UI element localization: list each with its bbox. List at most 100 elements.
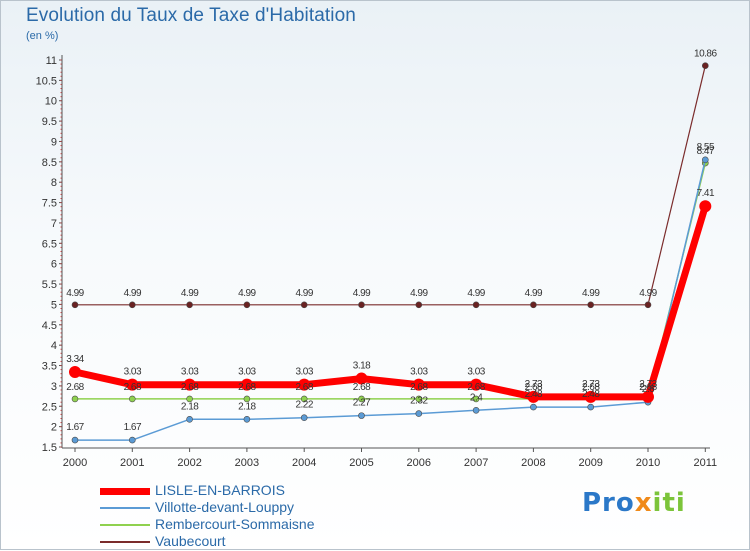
data-point: [186, 301, 193, 309]
data-point: [355, 372, 368, 385]
y-minor-tick: [60, 336, 62, 338]
y-minor-tick: [60, 344, 62, 346]
y-minor-tick: [60, 75, 62, 77]
y-minor-tick: [60, 71, 62, 73]
y-minor-tick: [60, 267, 62, 269]
y-tick-label: 8.5: [42, 157, 57, 169]
data-point: [300, 395, 308, 403]
data-label: 4.99: [124, 288, 142, 299]
data-point: [300, 301, 308, 309]
x-tick-label: 2002: [177, 457, 201, 469]
y-minor-tick: [60, 283, 62, 285]
y-minor-tick: [60, 181, 62, 183]
data-point: [186, 395, 193, 403]
y-minor-tick: [60, 352, 62, 354]
y-minor-tick: [60, 356, 62, 358]
data-label: 8.55: [697, 142, 715, 153]
data-point: [243, 395, 251, 403]
y-tick-label: 4.5: [42, 320, 57, 332]
y-minor-tick: [60, 206, 62, 208]
y-minor-tick: [60, 128, 62, 130]
y-minor-tick: [60, 161, 62, 163]
y-minor-tick: [60, 157, 62, 159]
data-label: 3.03: [410, 367, 428, 378]
y-minor-tick: [60, 67, 62, 69]
data-point: [584, 390, 597, 403]
data-label: 2.6: [642, 384, 655, 395]
y-minor-tick: [60, 373, 62, 375]
data-label: 2.73: [525, 379, 543, 390]
y-minor-tick: [60, 136, 62, 138]
y-minor-tick: [60, 238, 62, 240]
data-label: 3.34: [66, 354, 84, 365]
y-minor-tick: [60, 169, 62, 171]
y-minor-tick: [60, 255, 62, 257]
y-minor-tick: [60, 104, 62, 106]
data-point: [243, 301, 251, 309]
data-point: [472, 395, 480, 403]
y-minor-tick: [60, 303, 62, 305]
y-minor-tick: [60, 426, 62, 428]
data-label: 7.41: [697, 188, 715, 199]
y-minor-tick: [60, 132, 62, 134]
y-minor-tick: [60, 442, 62, 444]
legend-swatch: [100, 524, 150, 526]
data-label: 2.68: [410, 382, 428, 393]
y-minor-tick: [60, 88, 62, 90]
data-label: 8.47: [697, 146, 715, 157]
y-tick-label: 2: [51, 422, 57, 434]
data-label: 2.32: [410, 396, 428, 407]
data-label: 2.4: [470, 392, 483, 403]
data-label: 4.99: [582, 288, 600, 299]
data-point: [415, 410, 423, 417]
y-minor-tick: [60, 165, 62, 167]
x-tick-label: 2001: [120, 457, 144, 469]
y-minor-tick: [60, 430, 62, 432]
y-tick-label: 6.5: [42, 238, 57, 250]
y-tick-label: 5: [51, 299, 57, 311]
data-label: 4.99: [525, 288, 543, 299]
y-minor-tick: [60, 381, 62, 383]
x-tick-label: 2006: [407, 457, 431, 469]
y-tick-label: 1.5: [42, 442, 57, 454]
y-minor-tick: [60, 332, 62, 334]
y-tick-label: 10: [45, 96, 57, 108]
data-label: 3.03: [124, 367, 142, 378]
y-minor-tick: [60, 124, 62, 126]
data-point: [243, 415, 251, 423]
y-minor-tick: [60, 369, 62, 371]
legend-label: Vaubecourt: [155, 533, 226, 549]
data-label: 2.68: [525, 382, 543, 393]
data-label: 4.99: [181, 288, 199, 299]
data-point: [129, 395, 136, 403]
data-label: 3.18: [353, 361, 371, 372]
y-tick-label: 3: [51, 381, 57, 393]
data-label: 2.68: [238, 382, 256, 393]
y-minor-tick: [60, 59, 62, 61]
y-minor-tick: [60, 393, 62, 395]
data-point: [126, 378, 139, 391]
data-point: [642, 390, 654, 403]
y-minor-tick: [60, 275, 62, 277]
data-label: 3.03: [238, 367, 256, 378]
data-point: [699, 200, 712, 213]
y-minor-tick: [60, 320, 62, 322]
y-tick-label: 3.5: [42, 361, 57, 373]
y-minor-tick: [60, 96, 62, 98]
y-minor-tick: [60, 405, 62, 407]
y-tick-label: 9: [51, 136, 57, 148]
data-label: 1.67: [124, 422, 142, 433]
y-minor-tick: [60, 189, 62, 191]
x-tick-label: 2010: [636, 457, 660, 469]
data-label: 2.18: [181, 401, 199, 412]
y-minor-tick: [60, 218, 62, 220]
y-minor-tick: [60, 210, 62, 212]
y-minor-tick: [60, 246, 62, 248]
data-point: [527, 390, 540, 403]
data-point: [71, 436, 79, 444]
data-point: [71, 301, 79, 309]
y-minor-tick: [60, 226, 62, 228]
data-point: [358, 412, 365, 419]
